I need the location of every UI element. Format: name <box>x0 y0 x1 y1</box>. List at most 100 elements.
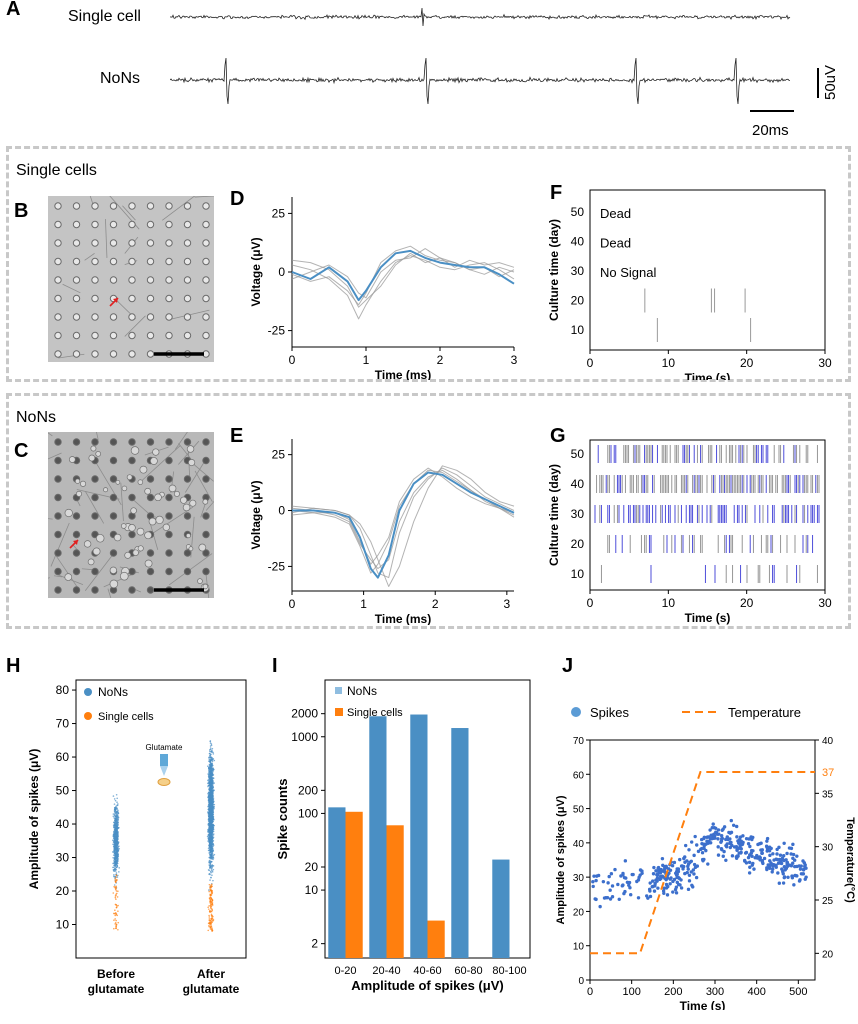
spike-point <box>792 883 796 887</box>
single-cell-point <box>211 921 214 923</box>
electrode <box>128 276 136 284</box>
neurite <box>178 443 194 463</box>
electrode <box>54 313 62 321</box>
y-tick-label: 30 <box>571 264 585 278</box>
cell-body <box>148 517 157 526</box>
electrode <box>109 475 118 483</box>
single-cell-point <box>117 904 119 907</box>
single-cell-point <box>210 887 212 889</box>
spike-point <box>648 881 652 885</box>
spike-point <box>613 867 617 872</box>
single-cell-point <box>210 897 213 900</box>
neurite <box>169 553 213 586</box>
nons-point <box>210 817 212 819</box>
nons-point <box>117 874 119 877</box>
electrode <box>91 438 99 446</box>
spike-point <box>709 833 713 837</box>
nons-point <box>212 834 215 836</box>
electrode <box>91 313 99 321</box>
nons-point <box>211 816 214 818</box>
spike-point <box>591 884 595 889</box>
cell-body <box>64 508 73 518</box>
nons-point <box>211 836 214 839</box>
spike-point <box>654 869 658 873</box>
nons-point <box>210 790 213 792</box>
nons-point <box>209 765 211 768</box>
spike-point <box>610 895 615 899</box>
nons-point <box>209 806 211 808</box>
electrode <box>109 512 118 520</box>
nons-point <box>210 830 213 832</box>
electrode <box>183 438 192 446</box>
spike-point <box>740 842 745 846</box>
nons-point <box>116 801 118 804</box>
spike-point <box>619 874 623 878</box>
bar-single-cells <box>345 811 363 958</box>
nons-point <box>208 812 210 815</box>
spike-point <box>768 859 772 863</box>
nons-point <box>114 843 117 846</box>
electrode <box>183 549 192 557</box>
spike-point <box>744 850 749 855</box>
y-tick-label: 25 <box>272 448 286 462</box>
single-cell-point <box>211 899 214 901</box>
plot-frame <box>589 739 816 981</box>
spike-point <box>797 864 801 868</box>
nons-point <box>112 866 114 869</box>
electrode <box>72 438 81 446</box>
x-tick-label: 2 <box>437 353 444 367</box>
x-tick-label: 2 <box>432 597 439 611</box>
single-cell-point <box>208 918 211 920</box>
electrode <box>165 202 173 210</box>
cell-body <box>137 545 144 552</box>
spike-point <box>755 856 759 860</box>
cell-body <box>132 549 139 556</box>
chart-h: 10 20 30 40 50 60 70 80 Amplitude of spikes (μV)… <box>27 679 247 996</box>
y-tick-label: 0 <box>278 265 285 279</box>
spike-point <box>747 860 752 865</box>
electrode <box>146 438 155 446</box>
x-tick-label: 0 <box>289 353 296 367</box>
nons-point <box>117 854 119 856</box>
spike-point <box>670 864 675 868</box>
nons-point <box>210 861 213 863</box>
single-cell-point <box>208 890 211 893</box>
spike-point <box>802 861 807 865</box>
spike-point <box>640 871 644 875</box>
y-tick-label: -25 <box>268 324 286 338</box>
nons-point <box>114 826 116 829</box>
electrode <box>109 549 118 557</box>
nons-point <box>115 820 118 822</box>
spike-point <box>662 867 667 871</box>
panel-label-b: B <box>14 200 29 222</box>
nons-point <box>211 776 214 779</box>
spike-point <box>653 884 657 888</box>
x-tick-label: 60-80 <box>454 965 482 977</box>
nons-point <box>208 782 210 785</box>
electrode <box>72 512 81 520</box>
nons-point <box>210 762 212 765</box>
spike-point <box>692 853 696 858</box>
spike-point <box>739 851 743 855</box>
single-cell-point <box>207 922 210 925</box>
y-tick-label: 2000 <box>291 707 318 721</box>
spike-point <box>791 861 795 865</box>
spike-point <box>709 836 714 841</box>
electrode <box>146 239 155 247</box>
spike-point <box>682 856 686 861</box>
y-tick-label: 30 <box>571 507 585 521</box>
spike-point <box>678 857 682 862</box>
spike-point <box>765 839 769 843</box>
nons-point <box>116 865 119 868</box>
spike-point <box>748 865 752 869</box>
nons-point <box>116 861 118 864</box>
neurite <box>48 518 53 520</box>
nons-point <box>113 875 115 878</box>
nons-point <box>208 817 210 819</box>
nons-point <box>208 769 210 771</box>
spike-point <box>772 858 776 862</box>
y-axis-title: Amplitude of spikes (μV) <box>555 795 567 924</box>
nons-point <box>212 856 214 858</box>
spike-point <box>760 851 764 855</box>
nons-point <box>116 876 119 878</box>
